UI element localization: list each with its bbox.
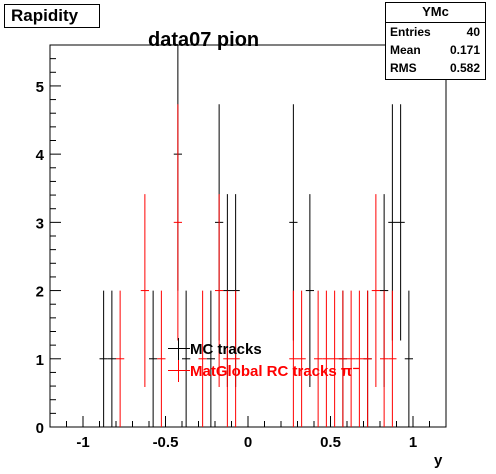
legend-label: MatGlobal RC tracks π⁻ [190, 363, 361, 380]
stats-label: Entries [390, 25, 431, 39]
y-tick-label: 1 [36, 352, 44, 369]
stats-value: 40 [466, 25, 480, 39]
x-axis-title: y [434, 452, 443, 469]
y-tick-label: 4 [36, 147, 45, 164]
histogram-title: Rapidity [11, 6, 79, 25]
legend-marker [168, 360, 190, 382]
legend-marker [168, 338, 190, 360]
stats-label: Mean [390, 43, 421, 57]
legend-label: MC tracks [190, 340, 262, 358]
legend-entry-rc: MatGlobal RC tracks π⁻ [168, 360, 360, 382]
x-tick-label: 0 [244, 434, 252, 451]
stats-row-mean: Mean 0.171 [386, 41, 485, 59]
y-tick-label: 5 [36, 79, 44, 96]
plot-title: data07 pion [148, 29, 260, 51]
stats-row-rms: RMS 0.582 [386, 59, 485, 77]
y-tick-label: 2 [36, 284, 44, 301]
histogram-title-box: Rapidity [4, 4, 100, 28]
x-tick-label: -0.5 [153, 434, 179, 451]
stats-value: 0.171 [449, 43, 480, 57]
stats-row-entries: Entries 40 [386, 23, 485, 41]
x-tick-label: 0.5 [320, 434, 341, 451]
stats-label: RMS [390, 61, 417, 75]
y-tick-label: 0 [36, 420, 44, 437]
stats-name: YMc [386, 3, 485, 23]
legend-entry-mc: MC tracks [168, 338, 360, 360]
stats-box: YMc Entries 40 Mean 0.171 RMS 0.582 [385, 2, 486, 80]
legend: MC tracks MatGlobal RC tracks π⁻ [168, 338, 360, 382]
stats-value: 0.582 [449, 61, 480, 75]
x-tick-label: 1 [409, 434, 417, 451]
y-tick-label: 3 [36, 215, 44, 232]
x-tick-label: -1 [76, 434, 89, 451]
